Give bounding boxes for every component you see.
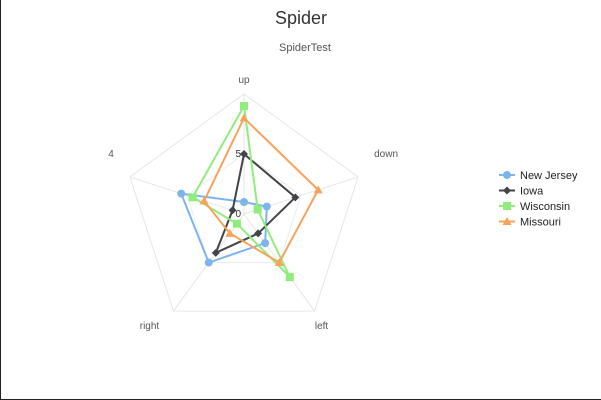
data-point[interactable] <box>240 150 248 158</box>
legend-label[interactable]: Wisconsin <box>520 201 570 213</box>
legend-item-iowa[interactable]: Iowa <box>499 186 544 198</box>
axis-label-right: right <box>140 321 160 332</box>
legend-marker[interactable] <box>503 202 511 210</box>
series-layer <box>177 102 323 282</box>
grid-spoke <box>129 176 245 215</box>
data-point[interactable] <box>253 205 262 214</box>
legend-label[interactable]: Iowa <box>520 186 544 198</box>
axis-labels: up down left right 4 <box>108 75 398 332</box>
axis-label-4: 4 <box>108 149 114 160</box>
chart-title: Spider <box>275 8 327 28</box>
legend-label[interactable]: Missouri <box>520 217 561 229</box>
legend[interactable]: New Jersey Iowa Wisconsin Missouri <box>499 170 578 229</box>
data-point[interactable] <box>225 228 235 237</box>
legend-marker[interactable] <box>502 217 512 225</box>
series-line[interactable] <box>191 105 291 279</box>
data-point[interactable] <box>211 248 220 257</box>
tick-label: 0 <box>235 209 241 220</box>
axis-label-up: up <box>238 75 250 86</box>
chart-subtitle: SpiderTest <box>279 42 331 54</box>
series-line[interactable] <box>203 117 320 264</box>
legend-label[interactable]: New Jersey <box>520 170 578 182</box>
axis-label-down: down <box>374 149 398 160</box>
series-wisconsin[interactable] <box>188 102 294 282</box>
data-point[interactable] <box>239 113 249 122</box>
grid-spoke <box>243 176 359 215</box>
data-point[interactable] <box>240 102 248 110</box>
data-point[interactable] <box>254 229 263 238</box>
tick-label: 5 <box>235 149 241 160</box>
data-point[interactable] <box>240 198 248 206</box>
data-point[interactable] <box>313 185 323 194</box>
data-point[interactable] <box>188 193 197 202</box>
legend-marker[interactable] <box>503 171 511 179</box>
data-point[interactable] <box>228 206 237 215</box>
data-point[interactable] <box>262 202 271 211</box>
axis-label-left: left <box>315 321 329 332</box>
data-point[interactable] <box>232 219 241 228</box>
series-iowa[interactable] <box>211 150 300 257</box>
legend-marker[interactable] <box>503 186 511 195</box>
legend-item-wisconsin[interactable]: Wisconsin <box>499 201 570 213</box>
legend-item-missouri[interactable]: Missouri <box>499 217 561 229</box>
data-point[interactable] <box>291 193 300 202</box>
series-line[interactable] <box>214 153 297 254</box>
grid-outer-ring <box>129 93 359 312</box>
series-missouri[interactable] <box>199 113 323 267</box>
data-point[interactable] <box>177 189 186 198</box>
data-point[interactable] <box>199 196 209 205</box>
data-point[interactable] <box>261 239 270 248</box>
data-point[interactable] <box>285 273 294 282</box>
legend-item-new-jersey[interactable]: New Jersey <box>499 170 578 182</box>
data-point[interactable] <box>274 258 284 267</box>
data-point[interactable] <box>204 258 213 267</box>
